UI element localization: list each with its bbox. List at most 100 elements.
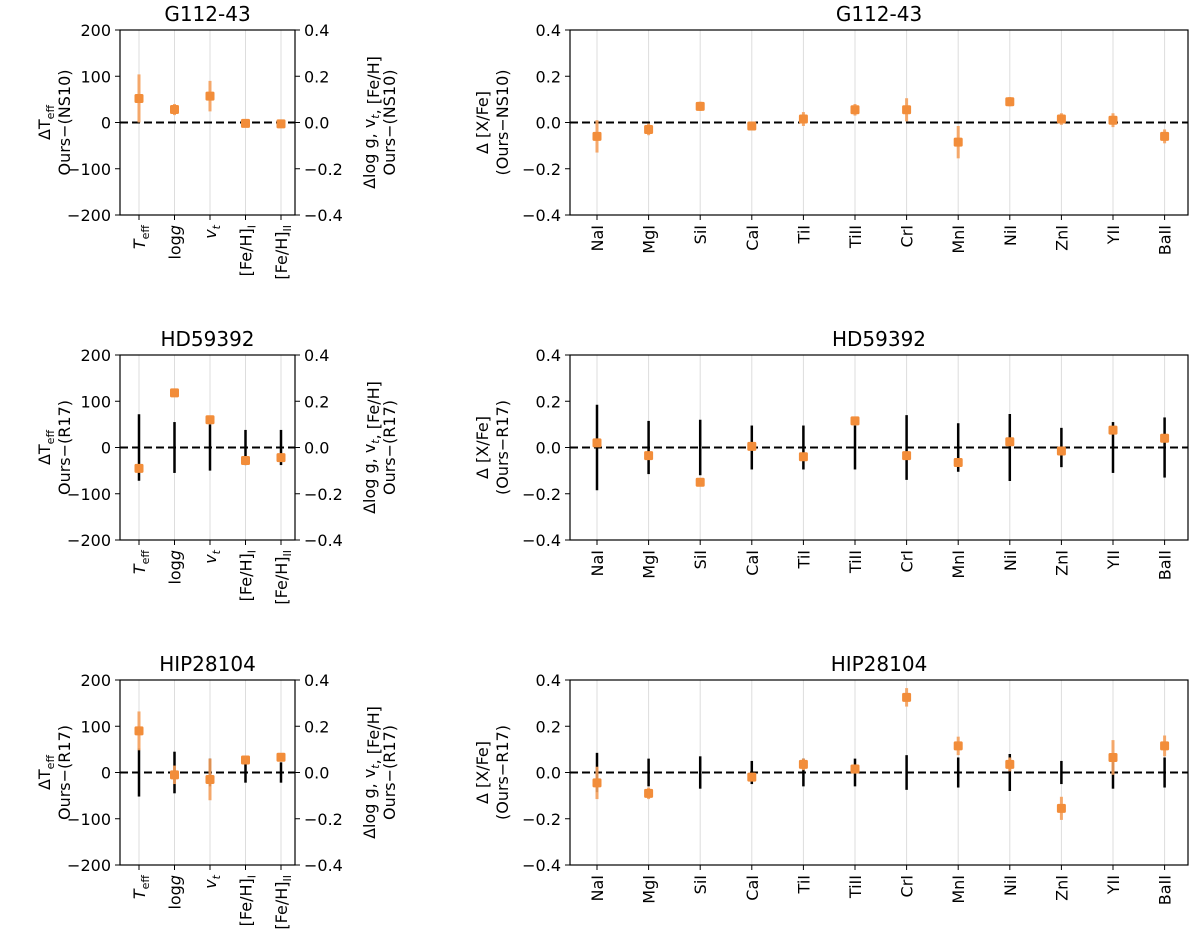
x-tick-label: ZnI — [1052, 875, 1071, 901]
y-axis-label: Δ [X/Fe] — [473, 91, 492, 154]
axis-frame — [569, 354, 1189, 541]
y-right-tick-label: 0.0 — [304, 114, 329, 133]
y-right-tick-label: 0.2 — [304, 67, 329, 86]
ours-data-point — [798, 759, 808, 769]
x-tick-label: NaI — [588, 550, 607, 577]
x-tick-label: BaII — [1156, 225, 1175, 255]
x-tick-label: NaI — [588, 875, 607, 902]
y-tick-label: 0.0 — [536, 439, 561, 458]
ours-data-point — [798, 114, 808, 124]
param-panel-3: 200 100 0 −100 −200 0.4 0.2 0.0 −0.2 −0.4 Teff logg… — [35, 652, 399, 930]
ours-data-point — [850, 764, 860, 774]
y-tick-label: −100 — [67, 160, 111, 179]
y-axis-label: ΔTeff — [35, 105, 57, 140]
y-axis-label: (Ours−R17) — [493, 725, 512, 820]
ours-data-point — [747, 441, 757, 451]
panel-title: HIP28104 — [831, 652, 928, 676]
panel-title: G112-43 — [164, 2, 250, 26]
y-tick-label: 0 — [101, 439, 111, 458]
y-tick-label: 100 — [80, 67, 111, 86]
y-tick-label: −0.2 — [522, 810, 561, 829]
y-right-tick-label: 0.0 — [304, 764, 329, 783]
param-panel-2: 200 100 0 −100 −200 0.4 0.2 0.0 −0.2 −0.4 Teff logg… — [35, 327, 399, 605]
y-tick-label: −100 — [67, 485, 111, 504]
x-tick-label: MgI — [640, 875, 659, 904]
x-tick-label: CaI — [743, 550, 762, 576]
ours-data-point — [170, 105, 179, 115]
y-right-tick-label: 0.4 — [304, 346, 329, 365]
y-right-tick-label: 0.4 — [304, 671, 329, 690]
x-tick-label: ZnI — [1052, 225, 1071, 251]
ours-data-point — [205, 774, 215, 784]
x-tick-label: vt — [201, 549, 223, 563]
ours-data-point — [1160, 741, 1170, 751]
x-tick-label: vt — [201, 224, 223, 238]
y-right-tick-label: −0.4 — [304, 531, 343, 550]
ours-data-point — [798, 452, 808, 462]
y-tick-label: 0.4 — [536, 671, 561, 690]
ours-data-point — [953, 137, 963, 147]
y-tick-label: −0.4 — [522, 206, 561, 225]
x-tick-label: [Fe/H]II — [272, 225, 294, 280]
panel-title: HIP28104 — [159, 652, 256, 676]
y-tick-label: 0 — [101, 764, 111, 783]
ours-data-point — [1108, 115, 1118, 125]
x-tick-label: BaII — [1156, 875, 1175, 905]
ours-data-point — [695, 477, 705, 487]
x-tick-label: YII — [1104, 550, 1123, 570]
x-tick-label: CrI — [898, 225, 917, 247]
y-tick-label: 0.4 — [536, 21, 561, 40]
ours-data-point — [747, 121, 757, 131]
panel-title: G112-43 — [836, 2, 922, 26]
ours-data-point — [1005, 759, 1015, 769]
ours-data-point — [644, 451, 654, 461]
y-tick-label: −200 — [67, 856, 111, 875]
x-tick-label: [Fe/H]I — [237, 550, 259, 601]
x-tick-label: TiI — [794, 550, 813, 569]
x-tick-label: CaI — [743, 875, 762, 901]
x-tick-label: NiI — [1001, 225, 1020, 246]
y-tick-label: −0.2 — [522, 160, 561, 179]
ours-data-point — [953, 458, 963, 468]
ours-data-point — [644, 124, 654, 134]
ours-data-point — [850, 416, 860, 426]
x-tick-label: MgI — [640, 550, 659, 579]
ours-data-point — [276, 453, 286, 463]
y-tick-label: 0 — [101, 114, 111, 133]
abundance-panel-1: 0.4 0.2 0.0 −0.2 −0.4 NaI MgI SiI CaI TiI TiII CrI M… — [473, 2, 1189, 255]
ours-data-point — [592, 131, 602, 141]
abundance-panel-2: 0.4 0.2 0.0 −0.2 −0.4 NaI MgI SiI CaI TiI TiII CrI M… — [473, 327, 1189, 580]
y-axis-label: Δ [X/Fe] — [473, 416, 492, 479]
x-tick-label: [Fe/H]II — [272, 550, 294, 605]
x-tick-label: CrI — [898, 875, 917, 897]
ours-data-point — [205, 91, 215, 101]
ours-data-point — [592, 438, 602, 448]
y-right-tick-label: 0.2 — [304, 392, 329, 411]
x-tick-label: [Fe/H]I — [237, 875, 259, 926]
x-tick-label: NiI — [1001, 875, 1020, 896]
y-right-tick-label: −0.2 — [304, 810, 343, 829]
y-right-tick-label: 0.4 — [304, 21, 329, 40]
axis-frame — [569, 29, 1189, 216]
y-axis-label: Ours−(R17) — [55, 400, 74, 495]
x-tick-label: TiII — [846, 550, 865, 574]
y-tick-label: 0.0 — [536, 764, 561, 783]
ours-data-point — [747, 772, 757, 782]
x-tick-label: ZnI — [1052, 550, 1071, 576]
ours-data-point — [1108, 752, 1118, 762]
x-tick-label: Teff — [130, 550, 152, 575]
ours-data-point — [170, 770, 179, 780]
y-right-tick-label: −0.2 — [304, 485, 343, 504]
x-tick-label: SiI — [691, 550, 710, 569]
x-tick-label: [Fe/H]II — [272, 875, 294, 930]
y-right-tick-label: −0.4 — [304, 206, 343, 225]
y-tick-label: 200 — [80, 346, 111, 365]
y-tick-label: −0.4 — [522, 856, 561, 875]
y-right-axis-label: Ours−(R17) — [380, 725, 399, 820]
y-tick-label: 200 — [80, 671, 111, 690]
x-tick-label: logg — [166, 550, 185, 585]
x-tick-label: TiI — [794, 875, 813, 894]
y-tick-label: 200 — [80, 21, 111, 40]
ours-data-point — [241, 755, 250, 765]
y-tick-label: 0.2 — [536, 392, 561, 411]
